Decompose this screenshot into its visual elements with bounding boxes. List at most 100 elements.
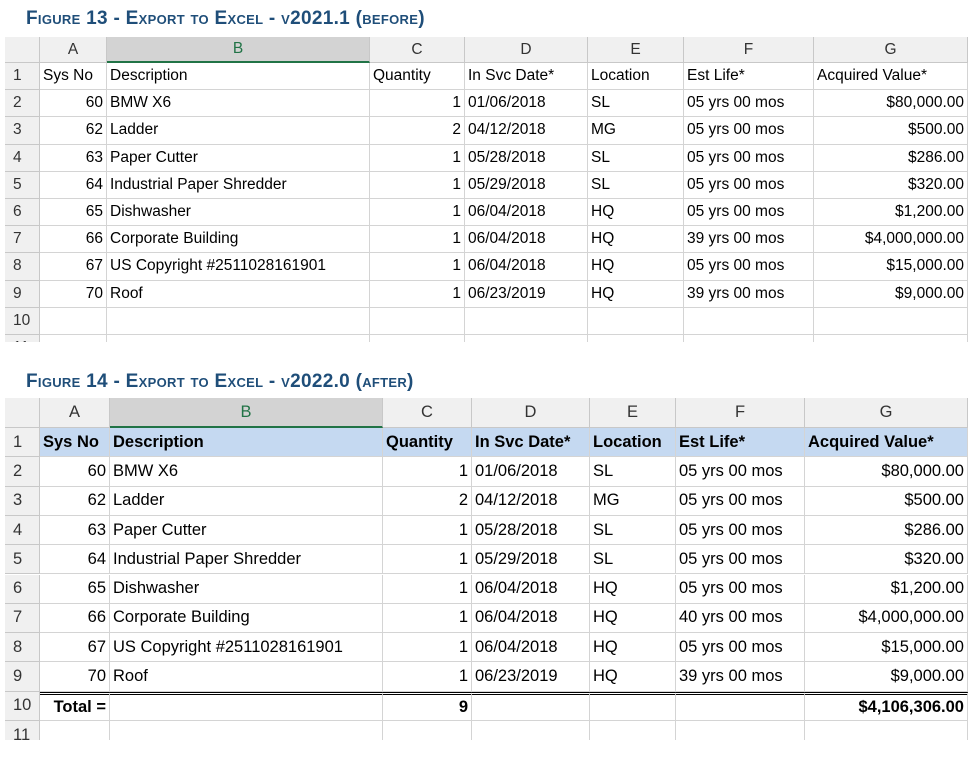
cell: 1: [370, 253, 465, 281]
cell: $4,000,000.00: [805, 603, 968, 634]
cell: 1: [370, 144, 465, 172]
cell: SL: [588, 144, 684, 172]
cell: 06/23/2019: [472, 662, 590, 692]
cell: 1: [383, 662, 472, 692]
cell: 05/28/2018: [465, 144, 588, 172]
cell: SL: [588, 90, 684, 118]
row-number: 7: [5, 603, 40, 634]
cell: Est Life*: [684, 63, 814, 91]
column-header: C: [383, 398, 472, 428]
cell: 05 yrs 00 mos: [676, 545, 805, 575]
cell: 05 yrs 00 mos: [676, 515, 805, 546]
cell: 64: [40, 171, 107, 199]
cell: [370, 307, 465, 335]
cell: 1: [370, 280, 465, 308]
cell: 05 yrs 00 mos: [684, 117, 814, 145]
cell: Corporate Building: [107, 226, 370, 254]
row-number: 3: [5, 486, 40, 516]
row-number: 8: [5, 633, 40, 663]
column-header: E: [588, 37, 684, 63]
cell: 04/12/2018: [465, 117, 588, 145]
cell: [805, 721, 968, 740]
cell: $1,200.00: [814, 199, 968, 227]
cell: 05/28/2018: [472, 515, 590, 546]
cell: $4,000,000.00: [814, 226, 968, 254]
cell: 05 yrs 00 mos: [684, 253, 814, 281]
cell: Acquired Value*: [805, 428, 968, 458]
cell: Dishwasher: [107, 199, 370, 227]
column-header: A: [40, 37, 107, 63]
cell: 39 yrs 00 mos: [684, 280, 814, 308]
cell: Corporate Building: [110, 603, 383, 634]
cell: $9,000.00: [805, 662, 968, 692]
cell: $80,000.00: [814, 90, 968, 118]
cell: [472, 691, 590, 721]
cell: $500.00: [805, 486, 968, 516]
column-header: G: [805, 398, 968, 428]
cell: $286.00: [814, 144, 968, 172]
cell: 60: [40, 90, 107, 118]
row-number: 3: [5, 117, 40, 145]
cell: $320.00: [814, 171, 968, 199]
cell: $15,000.00: [814, 253, 968, 281]
cell: 05 yrs 00 mos: [684, 199, 814, 227]
cell: Description: [110, 428, 383, 458]
cell: $286.00: [805, 515, 968, 546]
cell: HQ: [590, 574, 676, 604]
cell: 67: [40, 633, 110, 663]
cell: 70: [40, 280, 107, 308]
row-number: 4: [5, 144, 40, 172]
cell: 65: [40, 199, 107, 227]
corner: [5, 398, 40, 428]
cell: In Svc Date*: [465, 63, 588, 91]
row-number: 11: [5, 335, 40, 342]
cell: 1: [383, 574, 472, 604]
row-number: 1: [5, 428, 40, 458]
cell: 63: [40, 144, 107, 172]
row-number: 9: [5, 662, 40, 692]
cell: HQ: [588, 280, 684, 308]
cell: MG: [588, 117, 684, 145]
cell: Ladder: [110, 486, 383, 516]
cell: Quantity: [383, 428, 472, 458]
cell: Quantity: [370, 63, 465, 91]
cell: [590, 691, 676, 721]
cell: 05 yrs 00 mos: [676, 574, 805, 604]
cell: Dishwasher: [110, 574, 383, 604]
cell: 05 yrs 00 mos: [676, 457, 805, 487]
cell: [370, 335, 465, 342]
cell: HQ: [588, 253, 684, 281]
figure-caption: Figure 13 - Export to Excel - v2021.1 (b…: [26, 8, 425, 29]
cell: 1: [383, 603, 472, 634]
cell: 06/23/2019: [465, 280, 588, 308]
cell: 05 yrs 00 mos: [684, 90, 814, 118]
column-header: B: [110, 398, 383, 428]
cell: HQ: [590, 662, 676, 692]
row-number: 6: [5, 574, 40, 604]
cell: HQ: [590, 633, 676, 663]
column-header: G: [814, 37, 968, 63]
cell: 05 yrs 00 mos: [684, 171, 814, 199]
cell: [107, 335, 370, 342]
cell: Sys No: [40, 428, 110, 458]
cell: [110, 691, 383, 721]
cell: HQ: [590, 603, 676, 634]
cell: $15,000.00: [805, 633, 968, 663]
row-number: 4: [5, 515, 40, 546]
cell: 06/04/2018: [465, 253, 588, 281]
cell: In Svc Date*: [472, 428, 590, 458]
cell: MG: [590, 486, 676, 516]
cell: $80,000.00: [805, 457, 968, 487]
cell: 1: [383, 515, 472, 546]
cell: 1: [370, 226, 465, 254]
cell: 1: [383, 545, 472, 575]
cell: Paper Cutter: [110, 515, 383, 546]
figure-caption: Figure 14 - Export to Excel - v2022.0 (a…: [26, 371, 414, 392]
row-number: 5: [5, 545, 40, 575]
row-number: 11: [5, 721, 40, 740]
cell: 05 yrs 00 mos: [676, 486, 805, 516]
cell: Total =: [40, 691, 110, 721]
cell: 39 yrs 00 mos: [676, 662, 805, 692]
cell: Est Life*: [676, 428, 805, 458]
